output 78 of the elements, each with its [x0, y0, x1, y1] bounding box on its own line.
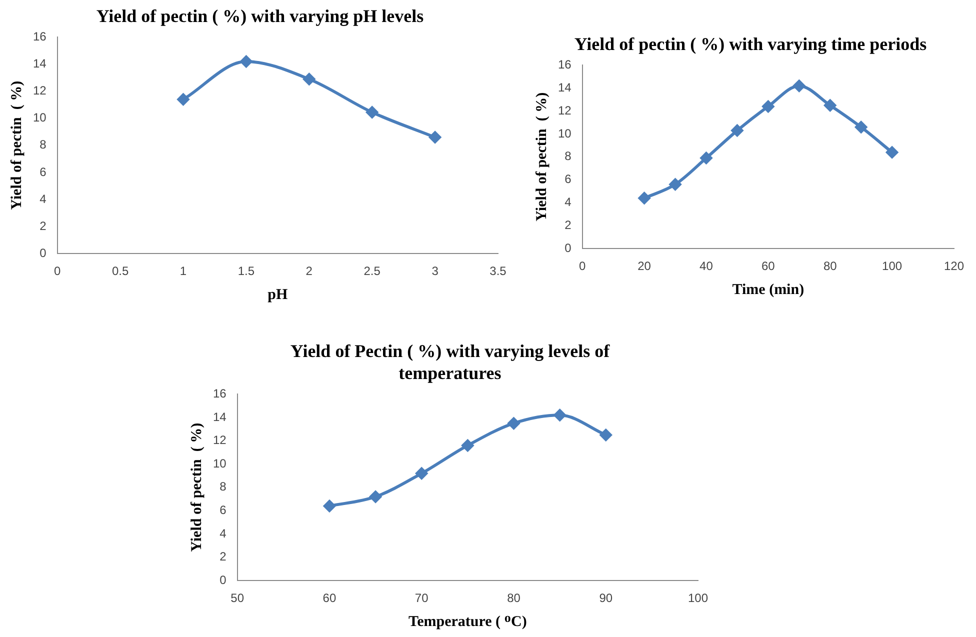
y-tick-label: 6	[40, 164, 47, 179]
point	[793, 80, 806, 92]
chart-title: Yield of pectin ( %) with varying time periods	[573, 33, 928, 55]
x-tick-label: 40	[700, 259, 714, 274]
x-tick-label: 0	[579, 259, 586, 274]
point	[462, 439, 474, 452]
x-tick-label: 120	[944, 259, 964, 274]
point	[370, 490, 382, 503]
x-tick-label: 20	[638, 259, 652, 274]
chart-title: Yield of Pectin ( %) with varying levels of temperatures	[289, 340, 611, 384]
y-tick-label: 0	[40, 246, 47, 260]
y-tick-label: 16	[32, 30, 47, 44]
point	[700, 152, 712, 164]
y-tick-label: 0	[220, 572, 227, 587]
x-axis-title: Temperature ( ᴼC)	[408, 614, 527, 630]
point	[731, 124, 744, 137]
y-axis-title: Yield of pectin ( %)	[534, 92, 550, 222]
x-tick-label: 80	[823, 259, 838, 274]
point	[600, 428, 612, 441]
y-tick-label: 12	[32, 84, 47, 98]
x-tick-label: 100	[882, 259, 902, 274]
y-tick-label: 0	[564, 240, 572, 255]
point	[855, 121, 868, 134]
x-tick-label: 90	[599, 591, 613, 606]
point	[824, 99, 836, 112]
y-tick-label: 2	[220, 550, 227, 564]
x-tick-label: 0	[54, 264, 62, 278]
y-tick-label: 4	[564, 195, 572, 210]
point	[240, 56, 252, 68]
point	[886, 146, 898, 158]
y-tick-label: 6	[564, 172, 572, 186]
x-tick-label: 60	[322, 591, 336, 606]
x-axis-title: Time (min)	[732, 282, 804, 298]
y-tick-label: 8	[40, 138, 47, 152]
x-tick-label: 80	[507, 591, 521, 606]
point	[669, 178, 682, 190]
point	[508, 417, 520, 430]
point	[177, 93, 190, 106]
point	[638, 192, 650, 204]
y-tick-label: 6	[220, 503, 227, 518]
y-tick-label: 10	[212, 456, 227, 470]
y-tick-label: 2	[564, 218, 572, 232]
x-tick-label: 1	[180, 264, 187, 278]
point	[323, 500, 336, 512]
x-tick-label: 3.5	[490, 264, 507, 278]
x-tick-label: 2	[306, 264, 313, 278]
y-tick-label: 12	[212, 433, 227, 448]
x-tick-label: 60	[761, 259, 776, 274]
y-axis-title: Yield of pectin ( %)	[188, 422, 205, 552]
y-tick-label: 10	[32, 110, 47, 125]
y-tick-label: 14	[212, 410, 227, 424]
y-axis-title: Yield of pectin ( %)	[8, 80, 25, 210]
point	[429, 131, 442, 144]
x-axis-title: pH	[268, 286, 288, 303]
point	[554, 409, 566, 422]
y-tick-label: 10	[558, 126, 572, 140]
x-tick-label: 70	[414, 591, 429, 606]
y-tick-label: 16	[212, 386, 227, 401]
y-tick-label: 14	[32, 56, 47, 71]
y-tick-label: 8	[564, 149, 572, 164]
x-tick-label: 50	[230, 591, 244, 606]
y-tick-label: 12	[558, 103, 572, 118]
point	[303, 73, 316, 86]
x-tick-label: 3	[432, 264, 439, 278]
x-tick-label: 1.5	[238, 264, 255, 278]
x-tick-label: 0.5	[112, 264, 129, 278]
point	[762, 100, 774, 112]
y-tick-label: 4	[220, 526, 227, 540]
y-tick-label: 2	[40, 218, 47, 233]
y-tick-label: 4	[40, 192, 47, 206]
x-tick-label: 100	[688, 591, 708, 606]
y-tick-label: 8	[220, 480, 227, 494]
chart-title: Yield of pectin ( %) with varying pH levels	[95, 5, 425, 27]
y-tick-label: 14	[558, 80, 572, 94]
y-tick-label: 16	[558, 58, 572, 72]
point	[366, 106, 378, 118]
x-tick-label: 2.5	[364, 264, 381, 278]
point	[416, 467, 428, 480]
